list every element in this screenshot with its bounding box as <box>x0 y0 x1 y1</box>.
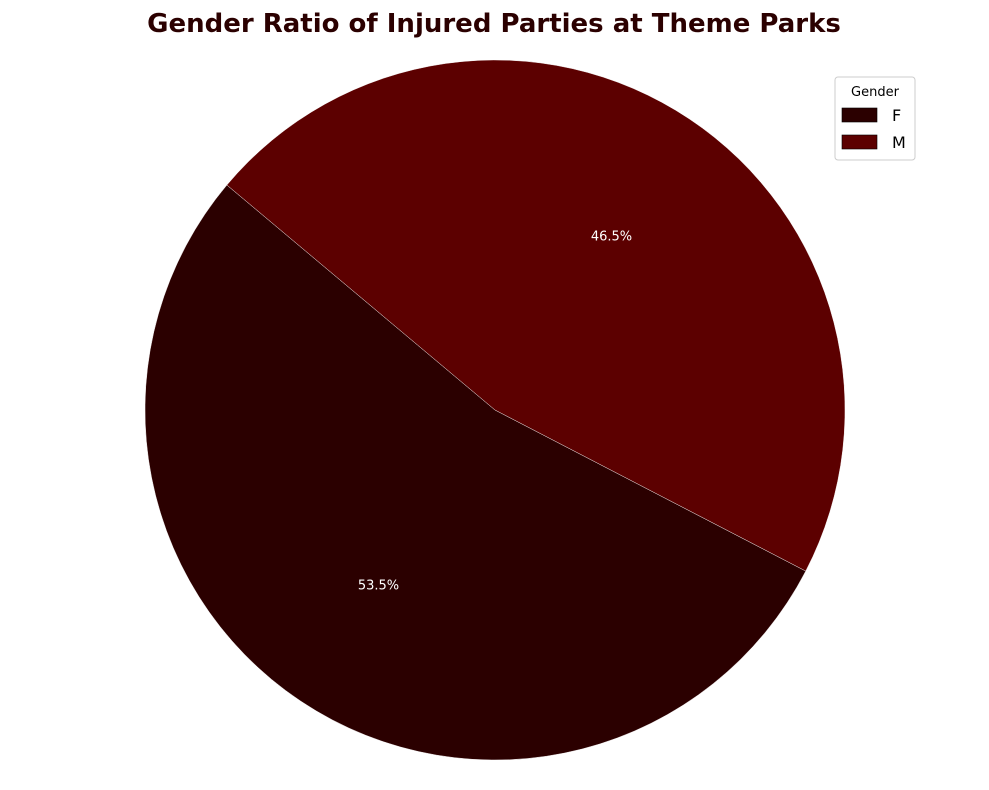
pie-percent-labels: 53.5% 46.5% <box>358 229 632 593</box>
pie-slice-f <box>144 184 807 761</box>
pie-percent-label-m: 46.5% <box>591 229 632 244</box>
legend-label-f: F <box>892 106 901 125</box>
pie-percent-label-f: 53.5% <box>358 579 399 594</box>
legend-swatch-m <box>841 134 878 150</box>
pie-slice-m <box>226 59 846 572</box>
legend-swatch-f <box>841 107 878 123</box>
chart-title: Gender Ratio of Injured Parties at Theme… <box>147 9 841 39</box>
legend: Gender FM <box>834 76 916 161</box>
legend-title: Gender <box>851 85 900 100</box>
legend-entries: FM <box>841 106 906 152</box>
pie-slices <box>144 59 846 761</box>
legend-label-m: M <box>892 133 906 152</box>
